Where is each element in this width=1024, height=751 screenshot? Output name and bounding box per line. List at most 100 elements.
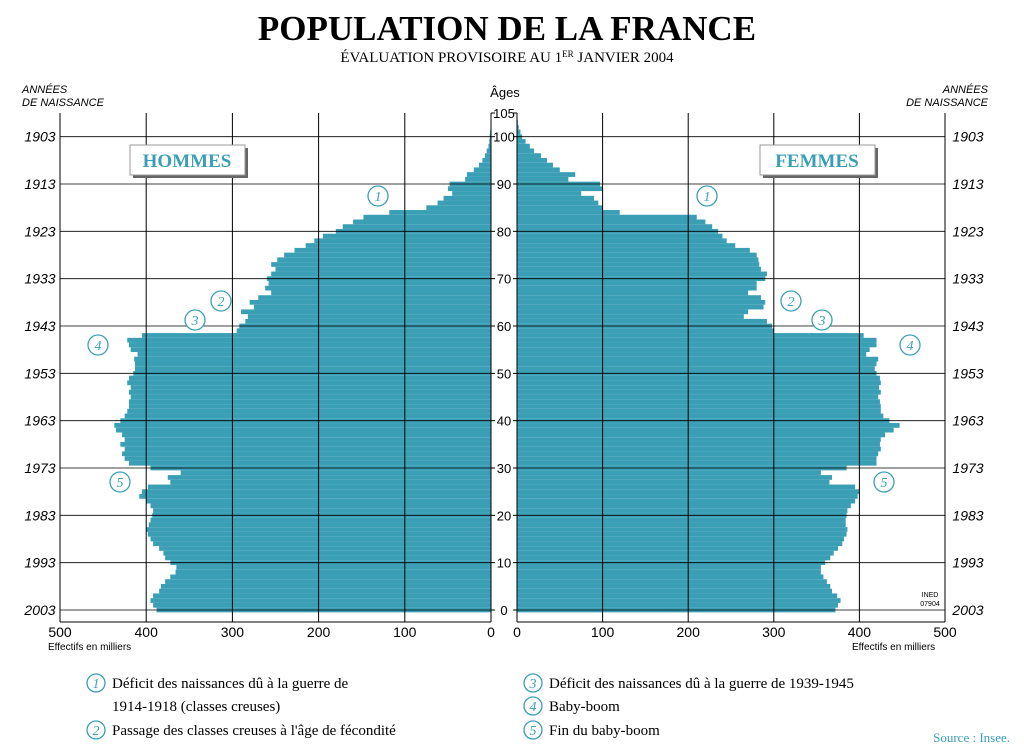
bar bbox=[314, 238, 491, 244]
bar bbox=[170, 574, 491, 580]
annotation: 4 bbox=[907, 339, 914, 354]
bar bbox=[517, 588, 833, 594]
bar bbox=[517, 423, 900, 428]
x-axis-label: Effectifs en milliers bbox=[852, 642, 935, 653]
x-tick-label: 100 bbox=[591, 624, 615, 640]
bar bbox=[150, 503, 491, 509]
bar bbox=[517, 153, 541, 158]
bar bbox=[128, 389, 491, 395]
y-tick-label: 70 bbox=[497, 272, 511, 287]
bar bbox=[153, 602, 491, 608]
bar bbox=[517, 446, 881, 452]
chart-title: POPULATION DE LA FRANCE bbox=[258, 9, 756, 48]
y2-tick-label: 1953 bbox=[24, 365, 55, 381]
bar bbox=[437, 200, 491, 206]
bar bbox=[271, 262, 491, 267]
x-tick-label: 400 bbox=[848, 624, 872, 640]
bar bbox=[122, 451, 492, 457]
series-box bbox=[129, 144, 246, 176]
bar bbox=[517, 527, 848, 532]
bar bbox=[153, 508, 491, 513]
y2-tick-label: 1923 bbox=[952, 223, 983, 239]
y2-tick-label: 1973 bbox=[952, 460, 983, 476]
bar bbox=[517, 550, 834, 556]
bar bbox=[124, 413, 492, 419]
bar bbox=[517, 167, 560, 173]
bar bbox=[153, 541, 491, 547]
annotation-circle bbox=[873, 471, 895, 493]
bar bbox=[271, 271, 491, 277]
legend-number-circle bbox=[523, 720, 543, 740]
annotation-circle bbox=[109, 471, 131, 493]
bar bbox=[170, 479, 491, 485]
bar bbox=[466, 172, 491, 177]
bar bbox=[116, 427, 491, 433]
bar bbox=[249, 299, 491, 305]
bar bbox=[517, 328, 774, 334]
bar bbox=[489, 139, 491, 144]
y2-tick-label: 1903 bbox=[24, 129, 55, 145]
bar bbox=[517, 522, 846, 528]
bar bbox=[363, 214, 491, 220]
y2-tick-label: 1913 bbox=[952, 176, 983, 192]
bar bbox=[128, 404, 491, 409]
bar bbox=[305, 243, 491, 248]
bar bbox=[139, 494, 491, 499]
chart-subtitle: ÉVALUATION PROVISOIRE AU 1ER JANVIER 200… bbox=[340, 49, 674, 66]
bar bbox=[130, 347, 491, 353]
y2-tick-label: 1983 bbox=[24, 507, 55, 523]
bar bbox=[517, 574, 824, 580]
bar bbox=[517, 432, 886, 438]
bar bbox=[353, 219, 491, 225]
annotation: 1 bbox=[375, 190, 382, 205]
bar bbox=[517, 205, 603, 211]
y2-tick-label: 1993 bbox=[24, 555, 55, 571]
legend-number-circle bbox=[86, 720, 106, 740]
bar bbox=[517, 290, 749, 296]
bar bbox=[486, 148, 491, 154]
x-tick-label: 500 bbox=[48, 624, 72, 640]
bar bbox=[517, 162, 553, 168]
bar bbox=[517, 337, 877, 343]
bar bbox=[134, 356, 491, 362]
bar bbox=[473, 167, 491, 173]
bar bbox=[517, 281, 757, 286]
bar bbox=[517, 266, 761, 272]
bar bbox=[130, 394, 491, 400]
bar bbox=[127, 408, 492, 414]
bar bbox=[128, 460, 491, 466]
bar bbox=[517, 579, 827, 584]
x-tick-label: 0 bbox=[487, 624, 495, 640]
bar bbox=[176, 565, 491, 570]
y-tick-label: 0 bbox=[500, 603, 507, 618]
bar bbox=[277, 257, 491, 263]
bar bbox=[517, 124, 519, 130]
annotation: 2 bbox=[788, 295, 795, 310]
credit: 07904 bbox=[920, 601, 940, 608]
y2-tick-label: 1983 bbox=[952, 507, 983, 523]
legend-number-circle bbox=[523, 696, 543, 716]
legend-number: 1 bbox=[93, 677, 100, 692]
bar bbox=[517, 247, 750, 253]
legend-text: Déficit des naissances dû à la guerre de… bbox=[549, 676, 854, 692]
bar bbox=[517, 366, 875, 371]
bar bbox=[271, 290, 491, 296]
bar bbox=[517, 441, 880, 447]
bar bbox=[241, 309, 491, 315]
legend-number-circle bbox=[86, 673, 106, 693]
bar bbox=[517, 252, 757, 258]
bar bbox=[128, 342, 491, 348]
annotation: 2 bbox=[218, 295, 225, 310]
bar bbox=[517, 475, 833, 480]
bar bbox=[517, 380, 881, 386]
y-tick-label: 105 bbox=[493, 106, 515, 121]
bar bbox=[517, 219, 706, 225]
annotation-circle bbox=[811, 309, 833, 331]
series-label: HOMMES bbox=[143, 151, 232, 172]
x-tick-label: 300 bbox=[221, 624, 245, 640]
annotation: 3 bbox=[191, 314, 199, 329]
bar bbox=[236, 328, 491, 334]
y2-tick-label: 1953 bbox=[952, 365, 983, 381]
annotation-circle bbox=[367, 185, 389, 207]
